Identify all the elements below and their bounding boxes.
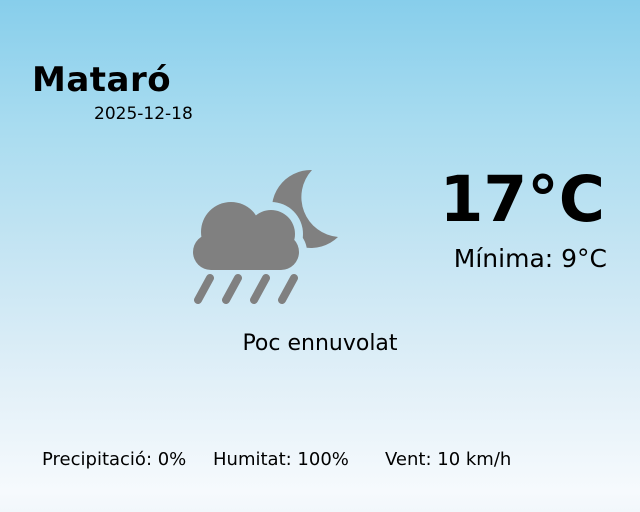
- rain-strokes: [194, 274, 298, 304]
- current-temperature: 17°C: [439, 163, 605, 236]
- cloud-moon-rain-icon: [193, 169, 338, 304]
- min-temperature: Mínima: 9°C: [453, 244, 607, 273]
- precipitation-stat: Precipitació: 0%: [42, 449, 187, 470]
- forecast-date: 2025-12-18: [94, 104, 193, 124]
- weather-condition: Poc ennuvolat: [242, 331, 398, 356]
- wind-stat: Vent: 10 km/h: [385, 449, 512, 470]
- humidity-stat: Humitat: 100%: [213, 449, 349, 470]
- city-name: Mataró: [32, 60, 172, 100]
- cloud-shape: [193, 202, 299, 270]
